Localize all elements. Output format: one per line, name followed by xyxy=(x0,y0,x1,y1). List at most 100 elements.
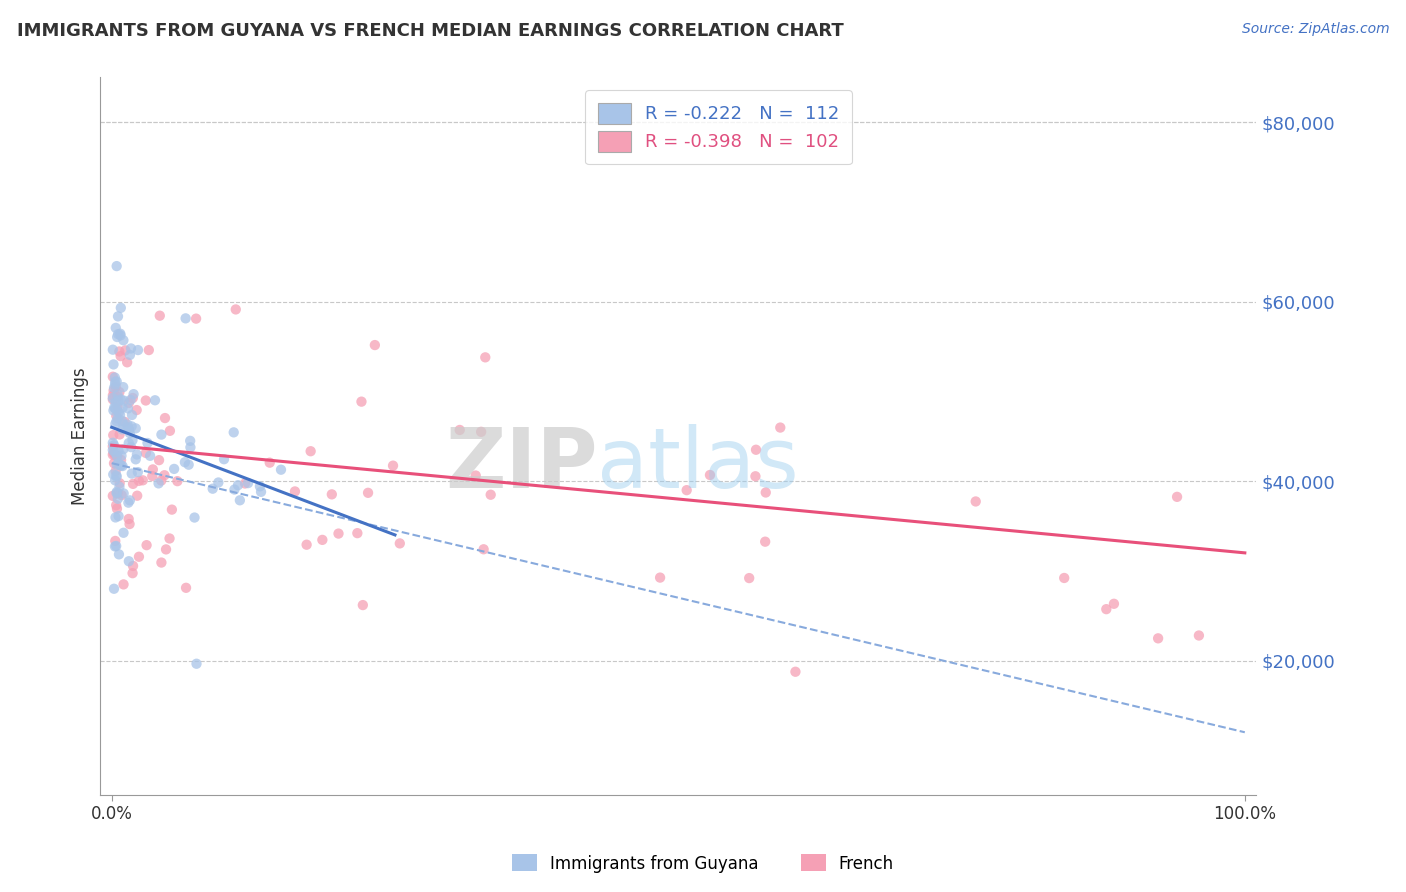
Point xyxy=(101,343,124,357)
Point xyxy=(769,420,792,434)
Point xyxy=(108,480,131,494)
Point xyxy=(107,486,129,500)
Legend: Immigrants from Guyana, French: Immigrants from Guyana, French xyxy=(505,847,901,880)
Point xyxy=(259,456,281,470)
Point xyxy=(127,489,149,503)
Point xyxy=(1053,571,1076,585)
Point xyxy=(357,485,380,500)
Point xyxy=(159,532,181,546)
Point xyxy=(118,554,141,568)
Point xyxy=(110,449,132,463)
Point xyxy=(125,448,148,462)
Point xyxy=(110,392,132,407)
Point xyxy=(105,409,128,423)
Point xyxy=(107,443,129,458)
Point xyxy=(125,403,148,417)
Point xyxy=(225,302,247,317)
Point xyxy=(111,458,134,473)
Point xyxy=(127,343,149,357)
Point xyxy=(111,488,134,502)
Point xyxy=(105,484,128,499)
Point xyxy=(965,494,987,508)
Point xyxy=(112,525,135,540)
Point xyxy=(101,435,124,450)
Point xyxy=(108,408,131,422)
Point xyxy=(101,442,124,457)
Point xyxy=(108,405,131,419)
Point xyxy=(108,385,131,400)
Point xyxy=(135,446,157,460)
Point xyxy=(148,476,170,491)
Point xyxy=(128,474,150,488)
Point xyxy=(120,392,142,407)
Point xyxy=(153,468,176,483)
Point xyxy=(104,395,127,409)
Point xyxy=(150,427,173,442)
Point xyxy=(118,423,141,437)
Point xyxy=(118,348,141,362)
Point xyxy=(108,344,131,359)
Point xyxy=(104,533,127,548)
Point xyxy=(107,509,129,524)
Point xyxy=(754,534,776,549)
Text: Source: ZipAtlas.com: Source: ZipAtlas.com xyxy=(1241,22,1389,37)
Point xyxy=(101,369,124,384)
Point xyxy=(110,301,132,315)
Point xyxy=(207,475,229,490)
Point xyxy=(117,496,139,510)
Point xyxy=(136,436,159,450)
Point xyxy=(163,462,186,476)
Point xyxy=(201,482,224,496)
Point xyxy=(105,468,128,483)
Point xyxy=(105,449,128,463)
Point xyxy=(270,463,292,477)
Point xyxy=(184,311,207,326)
Point xyxy=(745,442,768,457)
Point xyxy=(105,486,128,500)
Point xyxy=(105,375,128,389)
Point xyxy=(139,449,162,463)
Point xyxy=(121,391,143,405)
Text: IMMIGRANTS FROM GUYANA VS FRENCH MEDIAN EARNINGS CORRELATION CHART: IMMIGRANTS FROM GUYANA VS FRENCH MEDIAN … xyxy=(17,22,844,40)
Point xyxy=(104,380,127,394)
Point xyxy=(101,439,124,453)
Point xyxy=(107,387,129,401)
Point xyxy=(122,476,145,491)
Point xyxy=(112,442,135,457)
Point xyxy=(104,417,127,431)
Point xyxy=(101,392,124,407)
Point xyxy=(108,547,131,561)
Point xyxy=(107,456,129,470)
Point xyxy=(105,469,128,483)
Point xyxy=(118,493,141,508)
Point xyxy=(101,391,124,405)
Point xyxy=(111,401,134,415)
Point xyxy=(226,478,249,492)
Point xyxy=(174,581,197,595)
Point xyxy=(1147,632,1170,646)
Point xyxy=(115,355,138,369)
Point xyxy=(104,448,127,462)
Point xyxy=(103,428,125,442)
Point xyxy=(125,421,148,435)
Point xyxy=(104,401,127,416)
Point xyxy=(103,384,125,398)
Point xyxy=(1095,602,1118,616)
Point xyxy=(150,556,173,570)
Point xyxy=(104,474,127,488)
Point xyxy=(186,657,208,671)
Point xyxy=(121,434,143,448)
Point xyxy=(107,491,129,506)
Point xyxy=(101,448,124,462)
Point xyxy=(295,538,318,552)
Point xyxy=(104,445,127,459)
Point xyxy=(103,467,125,482)
Point xyxy=(143,393,166,408)
Point xyxy=(699,468,721,483)
Point xyxy=(183,510,205,524)
Point xyxy=(105,403,128,417)
Point xyxy=(474,351,496,365)
Point xyxy=(149,309,172,323)
Point xyxy=(104,510,127,524)
Point xyxy=(110,326,132,341)
